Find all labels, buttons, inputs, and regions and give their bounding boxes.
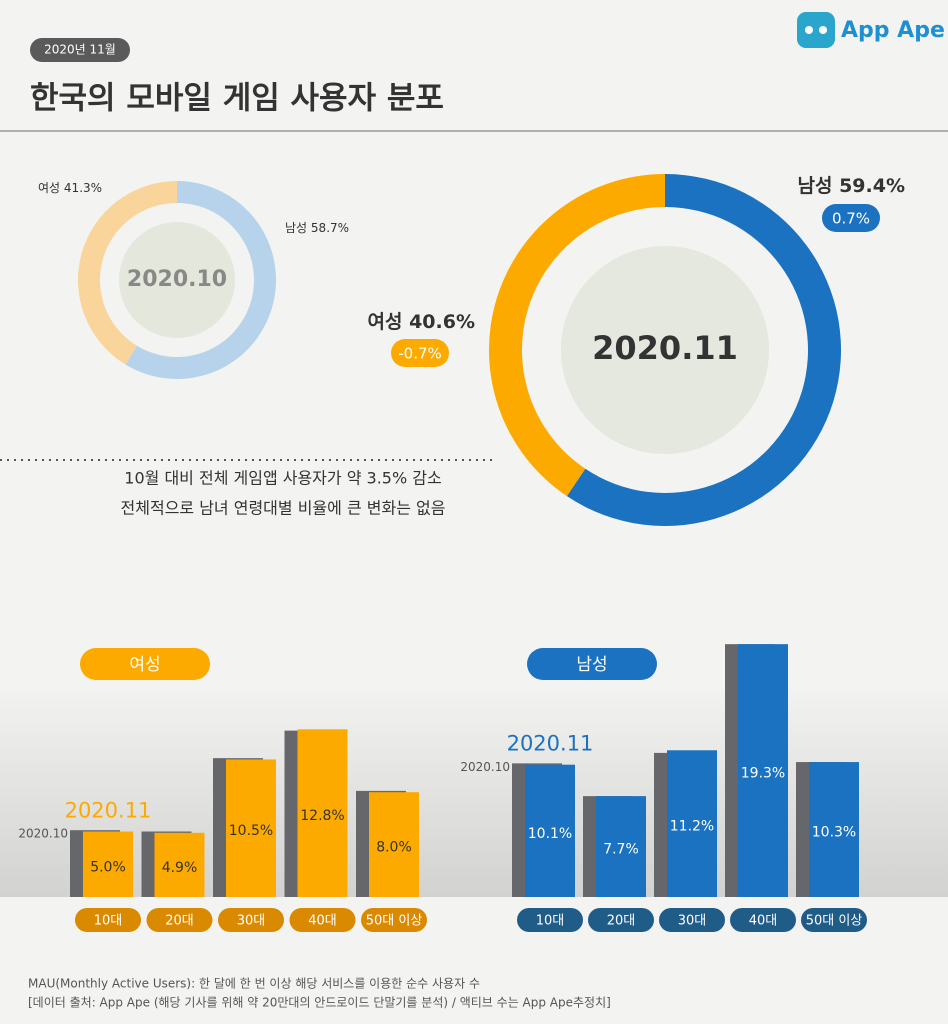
x-tick-label: 50대 이상 — [366, 914, 423, 929]
segment-name: 남성 — [797, 175, 832, 197]
donut-segment — [78, 181, 177, 365]
series-label: 2020.11 — [65, 799, 152, 823]
bar-value-label: 10.1% — [528, 826, 572, 842]
category-pill — [218, 908, 284, 932]
bar-value-label: 7.7% — [603, 842, 639, 858]
segment-label: 여성 40.6% — [367, 311, 475, 333]
segment-name: 여성 — [38, 181, 60, 195]
bar — [369, 792, 419, 897]
logo-icon — [797, 12, 835, 48]
bar — [154, 832, 205, 897]
x-tick-label: 10대 — [536, 914, 565, 929]
bar — [809, 762, 859, 897]
chart-title-badge — [80, 648, 210, 680]
date-badge-bg — [30, 38, 130, 62]
change-label: 0.7% — [832, 210, 870, 228]
segment-label: 남성 58.7% — [285, 221, 349, 235]
bar-value-label: 4.9% — [162, 860, 198, 876]
logo-eye — [805, 26, 813, 34]
bar — [596, 796, 646, 897]
series-label: 2020.10 — [18, 827, 68, 841]
segment-value: 40.6% — [409, 311, 475, 333]
bar — [83, 831, 133, 897]
donut-center-label: 2020.10 — [127, 267, 227, 292]
category-pill — [588, 908, 654, 932]
brand-logo: App Ape — [797, 12, 945, 48]
x-tick-label: 20대 — [165, 914, 194, 929]
date-badge: 2020년 11월 — [44, 43, 116, 57]
x-tick-label: 30대 — [237, 914, 266, 929]
x-tick-label: 30대 — [678, 914, 707, 929]
x-tick-label: 20대 — [607, 914, 636, 929]
chart-title: 남성 — [576, 655, 607, 675]
logo-eye — [819, 26, 827, 34]
donut-segment — [566, 174, 842, 526]
category-pill — [659, 908, 725, 932]
series-label: 2020.11 — [507, 732, 594, 756]
bar-value-label: 8.0% — [376, 840, 412, 856]
brand-name: App Ape — [841, 18, 945, 43]
segment-value: 58.7% — [311, 221, 349, 235]
change-label: -0.7% — [398, 345, 442, 363]
segment-label: 남성 59.4% — [797, 175, 905, 197]
change-badge — [822, 204, 880, 232]
category-pill — [730, 908, 796, 932]
x-tick-label: 40대 — [308, 914, 337, 929]
segment-label: 여성 41.3% — [38, 181, 102, 195]
summary-line: 전체적으로 남녀 연령대별 비율에 큰 변화는 없음 — [121, 499, 446, 518]
chart-title: 여성 — [129, 655, 160, 675]
change-badge — [391, 339, 449, 367]
footnote: MAU(Monthly Active Users): 한 달에 한 번 이상 해… — [28, 977, 480, 991]
series-label: 2020.10 — [460, 760, 510, 774]
donut-segment — [125, 181, 276, 379]
bar-value-label: 12.8% — [300, 808, 344, 824]
category-pill — [801, 908, 867, 932]
x-tick-label: 50대 이상 — [806, 914, 863, 929]
footnote: [데이터 출처: App Ape (해당 기사를 위해 약 20만대의 안드로이… — [28, 995, 611, 1010]
segment-value: 41.3% — [64, 181, 102, 195]
category-pill — [289, 908, 356, 932]
category-pill — [146, 908, 213, 932]
donut-core — [119, 222, 235, 338]
category-pill — [517, 908, 583, 932]
summary-line: 10월 대비 전체 게임앱 사용자가 약 3.5% 감소 — [124, 469, 441, 488]
bar — [297, 729, 348, 897]
bar-value-label: 19.3% — [741, 766, 785, 782]
bar — [667, 750, 717, 897]
chart-title-badge — [527, 648, 657, 680]
category-pill — [361, 908, 427, 932]
segment-name: 여성 — [367, 311, 402, 333]
donut-core — [561, 246, 769, 454]
bar — [525, 764, 575, 897]
segment-value: 59.4% — [839, 175, 905, 197]
category-pill — [75, 908, 141, 932]
donut-segment — [489, 174, 665, 497]
page-title: 한국의 모바일 게임 사용자 분포 — [30, 81, 444, 117]
x-tick-label: 40대 — [749, 914, 778, 929]
donut-center-label: 2020.11 — [592, 329, 738, 367]
bar-value-label: 10.3% — [812, 825, 856, 841]
bar-value-label: 10.5% — [229, 823, 273, 839]
bar-value-label: 11.2% — [670, 819, 714, 835]
bar-value-label: 5.0% — [90, 859, 126, 875]
bar — [738, 644, 788, 897]
x-tick-label: 10대 — [94, 914, 123, 929]
bar — [226, 759, 276, 897]
segment-name: 남성 — [285, 221, 307, 235]
